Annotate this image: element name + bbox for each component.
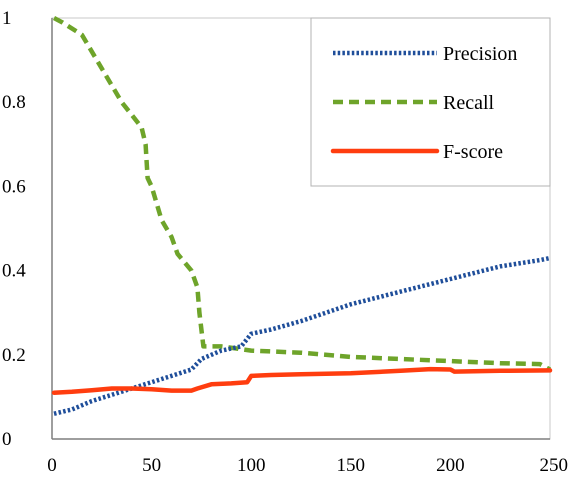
series-line-f-score [51, 366, 553, 395]
x-tick-label: 100 [237, 455, 266, 476]
legend-label-recall: Recall [443, 92, 495, 114]
x-tick-label: 200 [436, 455, 465, 476]
y-tick-label: 0.2 [2, 345, 26, 366]
plot-frame [51, 17, 551, 440]
x-axis-tick-labels: 0 50 100 150 200 250 [47, 455, 568, 476]
legend: Precision Recall F-score [310, 17, 551, 187]
y-tick-label: 0.6 [2, 176, 26, 197]
series-layer [51, 16, 553, 416]
legend-label-precision: Precision [443, 43, 517, 65]
y-tick-label: 1 [2, 8, 12, 29]
series-line-recall [52, 16, 552, 372]
y-tick-label: 0.4 [2, 261, 26, 282]
legend-label-f-score: F-score [443, 141, 503, 163]
y-tick-label: 0.8 [2, 92, 26, 113]
y-tick-label: 0 [2, 429, 12, 450]
y-axis-tick-labels: 0 0.2 0.4 0.6 0.8 1 [2, 8, 26, 450]
x-tick-label: 50 [142, 455, 161, 476]
x-tick-label: 150 [337, 455, 366, 476]
series-line-precision [53, 255, 551, 416]
x-tick-label: 250 [540, 455, 569, 476]
x-tick-label: 0 [47, 455, 57, 476]
